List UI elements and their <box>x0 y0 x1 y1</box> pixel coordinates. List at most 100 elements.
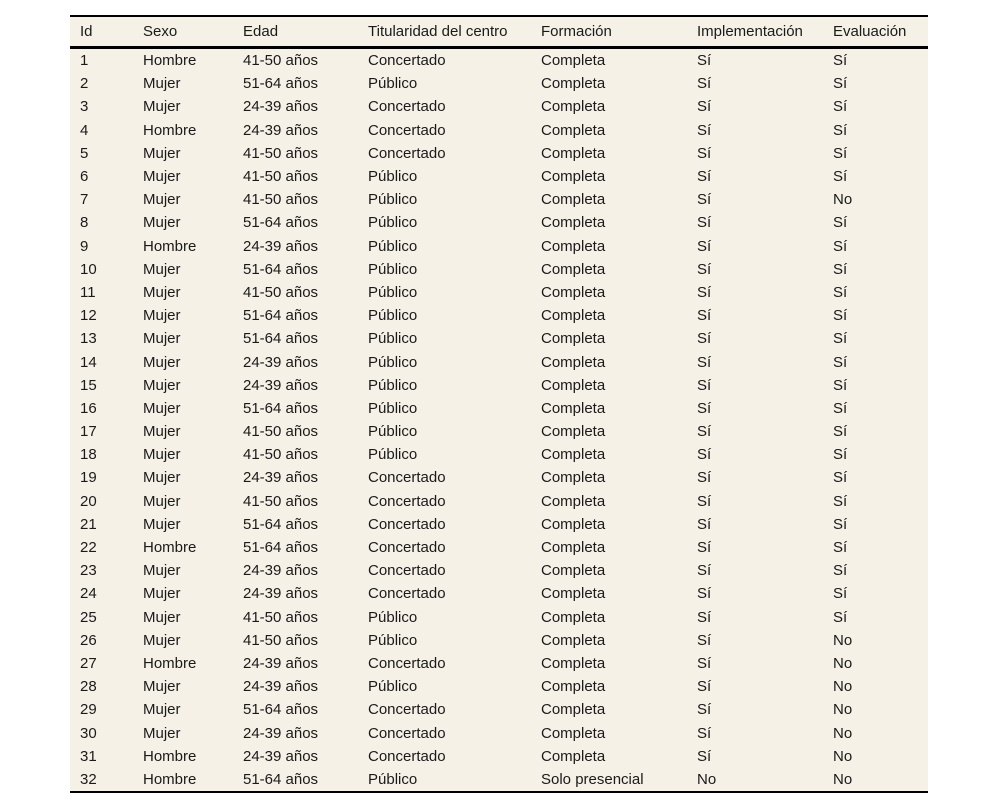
table-cell-id: 23 <box>80 562 97 580</box>
table-row: 4 Hombre 24-39 años Concertado Completa … <box>70 119 928 142</box>
table-cell-edad: 24-39 años <box>243 469 319 487</box>
table-cell-titularidad: Público <box>368 237 418 255</box>
table-cell-formacion: Completa <box>541 75 606 93</box>
table-cell-id: 11 <box>80 283 96 301</box>
table-cell-evaluacion: No <box>833 191 853 209</box>
table-cell-sexo: Mujer <box>143 469 181 487</box>
table-cell-formacion: Completa <box>541 423 606 441</box>
table-row: 29 Mujer 51-64 años Concertado Completa … <box>70 698 928 721</box>
table-row: 11 Mujer 41-50 años Público Completa Sí … <box>70 281 928 304</box>
table-cell-titularidad: Público <box>368 168 418 186</box>
table-cell-titularidad: Público <box>368 260 418 278</box>
table-cell-sexo: Mujer <box>143 423 181 441</box>
table-row: 32 Hombre 51-64 años Público Solo presen… <box>70 768 928 792</box>
table-cell-implementacion: Sí <box>697 678 712 696</box>
table-row: 20 Mujer 41-50 años Concertado Completa … <box>70 490 928 513</box>
table-cell-sexo: Hombre <box>143 770 197 788</box>
table-cell-edad: 51-64 años <box>243 330 319 348</box>
table-row: 18 Mujer 41-50 años Público Completa Sí … <box>70 443 928 466</box>
table-cell-sexo: Mujer <box>143 214 181 232</box>
table-cell-evaluacion: No <box>833 654 853 672</box>
table-cell-implementacion: Sí <box>697 98 712 116</box>
table-cell-edad: 41-50 años <box>243 631 319 649</box>
column-header-edad: Edad <box>233 16 358 49</box>
table-body: 1 Hombre 41-50 años Concertado Completa … <box>70 48 928 793</box>
table-cell-id: 14 <box>80 353 97 371</box>
column-header-sexo: Sexo <box>133 16 233 49</box>
table-cell-implementacion: Sí <box>697 747 712 765</box>
table-cell-implementacion: Sí <box>697 237 712 255</box>
table-cell-edad: 51-64 años <box>243 307 319 325</box>
table-row: 13 Mujer 51-64 años Público Completa Sí … <box>70 327 928 350</box>
table-cell-implementacion: Sí <box>697 399 712 417</box>
table-cell-sexo: Hombre <box>143 654 197 672</box>
table-cell-titularidad: Concertado <box>368 144 446 162</box>
table-cell-evaluacion: Sí <box>833 515 848 533</box>
table-cell-implementacion: Sí <box>697 654 712 672</box>
table-row: 15 Mujer 24-39 años Público Completa Sí … <box>70 374 928 397</box>
table-cell-edad: 24-39 años <box>243 353 319 371</box>
table-cell-id: 13 <box>80 330 97 348</box>
table-row: 19 Mujer 24-39 años Concertado Completa … <box>70 466 928 489</box>
table-cell-formacion: Completa <box>541 631 606 649</box>
table-cell-formacion: Completa <box>541 98 606 116</box>
table-cell-implementacion: Sí <box>697 168 712 186</box>
table-cell-evaluacion: No <box>833 724 853 742</box>
table-cell-edad: 24-39 años <box>243 376 319 394</box>
table-cell-formacion: Completa <box>541 330 606 348</box>
table-cell-implementacion: Sí <box>697 492 712 510</box>
table-cell-edad: 24-39 años <box>243 654 319 672</box>
table-cell-implementacion: Sí <box>697 283 712 301</box>
table-cell-id: 17 <box>80 423 97 441</box>
table-cell-titularidad: Concertado <box>368 515 446 533</box>
table-cell-evaluacion: Sí <box>833 121 848 139</box>
table-cell-formacion: Completa <box>541 353 606 371</box>
table-cell-implementacion: Sí <box>697 307 712 325</box>
table-cell-id: 30 <box>80 724 97 742</box>
table-cell-sexo: Hombre <box>143 237 197 255</box>
table-row: 16 Mujer 51-64 años Público Completa Sí … <box>70 397 928 420</box>
table-cell-edad: 24-39 años <box>243 237 319 255</box>
table-cell-edad: 51-64 años <box>243 260 319 278</box>
table-cell-id: 9 <box>80 237 89 255</box>
table-row: 21 Mujer 51-64 años Concertado Completa … <box>70 513 928 536</box>
table-cell-formacion: Completa <box>541 701 606 719</box>
table-cell-formacion: Completa <box>541 515 606 533</box>
table-cell-implementacion: Sí <box>697 562 712 580</box>
table-cell-evaluacion: No <box>833 747 853 765</box>
table-cell-sexo: Hombre <box>143 52 197 70</box>
table-cell-sexo: Mujer <box>143 353 181 371</box>
table-cell-evaluacion: Sí <box>833 562 848 580</box>
table-row: 25 Mujer 41-50 años Público Completa Sí … <box>70 606 928 629</box>
table-cell-id: 10 <box>80 260 97 278</box>
column-header-implementacion: Implementación <box>687 16 823 49</box>
table-cell-titularidad: Público <box>368 423 418 441</box>
table-cell-titularidad: Público <box>368 376 418 394</box>
table-cell-evaluacion: Sí <box>833 330 848 348</box>
table-cell-edad: 51-64 años <box>243 770 319 788</box>
table-cell-formacion: Completa <box>541 446 606 464</box>
table-cell-implementacion: Sí <box>697 701 712 719</box>
table-cell-edad: 24-39 años <box>243 585 319 603</box>
table-cell-formacion: Completa <box>541 562 606 580</box>
table-cell-id: 25 <box>80 608 97 626</box>
table-cell-titularidad: Concertado <box>368 121 446 139</box>
table-cell-sexo: Mujer <box>143 144 181 162</box>
table-cell-evaluacion: Sí <box>833 144 848 162</box>
table-cell-titularidad: Concertado <box>368 701 446 719</box>
table-row: 24 Mujer 24-39 años Concertado Completa … <box>70 582 928 605</box>
table-cell-sexo: Hombre <box>143 539 197 557</box>
table-cell-implementacion: Sí <box>697 144 712 162</box>
table-cell-implementacion: Sí <box>697 353 712 371</box>
table-cell-implementacion: Sí <box>697 515 712 533</box>
table-cell-sexo: Mujer <box>143 283 181 301</box>
table-row: 28 Mujer 24-39 años Público Completa Sí … <box>70 675 928 698</box>
table-cell-id: 2 <box>80 75 89 93</box>
table-cell-implementacion: Sí <box>697 260 712 278</box>
table-cell-implementacion: Sí <box>697 608 712 626</box>
table-cell-formacion: Completa <box>541 237 606 255</box>
table-cell-sexo: Mujer <box>143 515 181 533</box>
table-cell-implementacion: Sí <box>697 724 712 742</box>
table-cell-titularidad: Público <box>368 283 418 301</box>
table-cell-titularidad: Público <box>368 399 418 417</box>
